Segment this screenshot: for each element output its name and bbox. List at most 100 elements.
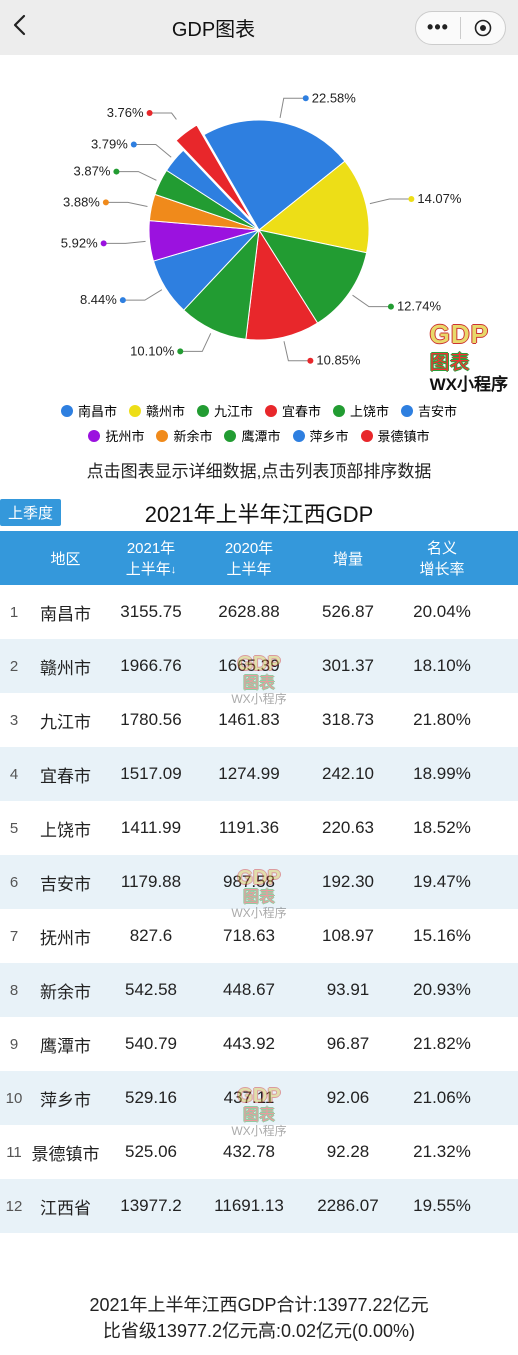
pie-legend: 南昌市赣州市 九江市 宜春市 上饶市吉安市抚州市 新余市鹰潭市 萍乡市 景德镇市: [5, 395, 513, 451]
cell-2020: 448.67: [199, 980, 299, 1000]
table-row[interactable]: 1南昌市3155.752628.88526.8720.04%: [0, 585, 518, 639]
cell-growth: 19.47%: [397, 872, 487, 892]
title-bar: GDP图表 •••: [0, 0, 518, 55]
cell-growth: 18.52%: [397, 818, 487, 838]
table-row[interactable]: 6吉安市1179.88987.58192.3019.47%: [0, 855, 518, 909]
legend-swatch: [361, 430, 373, 442]
cell-growth: 18.99%: [397, 764, 487, 784]
legend-item[interactable]: 九江市: [197, 401, 253, 420]
cell-region: 吉安市: [28, 870, 103, 895]
legend-label: 上饶市: [350, 401, 389, 420]
legend-swatch: [401, 405, 413, 417]
cell-2021: 529.16: [103, 1088, 199, 1108]
cell-region: 鹰潭市: [28, 1032, 103, 1057]
row-index: 7: [0, 928, 28, 945]
legend-item[interactable]: 赣州市: [129, 401, 185, 420]
cell-2021: 1517.09: [103, 764, 199, 784]
cell-2020: 432.78: [199, 1142, 299, 1162]
table-title: 2021年上半年江西GDP: [145, 497, 374, 529]
th-2020[interactable]: 2020年上半年: [199, 537, 299, 579]
cell-2021: 1179.88: [103, 872, 199, 892]
prev-quarter-button[interactable]: 上季度: [0, 499, 61, 526]
cell-region: 宜春市: [28, 762, 103, 787]
cell-growth: 20.93%: [397, 980, 487, 1000]
legend-item[interactable]: 宜春市: [265, 401, 321, 420]
cell-growth: 20.04%: [397, 602, 487, 622]
pie-label: 3.76%: [107, 105, 144, 120]
table-row[interactable]: 3九江市1780.561461.83318.7321.80%: [0, 693, 518, 747]
legend-swatch: [224, 430, 236, 442]
table-row[interactable]: 12江西省13977.211691.132286.0719.55%: [0, 1179, 518, 1233]
cell-delta: 2286.07: [299, 1196, 397, 1216]
row-index: 10: [0, 1090, 28, 1107]
legend-swatch: [129, 405, 141, 417]
cell-2020: 1665.39: [199, 656, 299, 676]
pie-label: 12.74%: [397, 299, 442, 314]
row-index: 9: [0, 1036, 28, 1053]
pie-label: 14.07%: [417, 191, 462, 206]
cell-delta: 526.87: [299, 602, 397, 622]
legend-item[interactable]: 上饶市: [333, 401, 389, 420]
pie-chart[interactable]: 22.58%14.07%12.74%10.85%10.10%8.44%5.92%…: [5, 65, 513, 395]
cell-region: 江西省: [28, 1194, 103, 1219]
row-index: 11: [0, 1144, 28, 1161]
cell-2020: 437.11: [199, 1088, 299, 1108]
legend-label: 新余市: [173, 426, 212, 445]
pie-label: 3.88%: [63, 194, 100, 209]
cell-2021: 1966.76: [103, 656, 199, 676]
cell-growth: 19.55%: [397, 1196, 487, 1216]
th-region[interactable]: 地区: [28, 548, 103, 569]
legend-label: 九江市: [214, 401, 253, 420]
pie-label: 10.10%: [130, 343, 175, 358]
cell-delta: 220.63: [299, 818, 397, 838]
table-row[interactable]: 5上饶市1411.991191.36220.6318.52%: [0, 801, 518, 855]
summary-footer: 2021年上半年江西GDP合计:13977.22亿元 比省级13977.2亿元高…: [0, 1283, 518, 1355]
pie-label: 22.58%: [312, 90, 357, 105]
legend-item[interactable]: 萍乡市: [293, 426, 349, 445]
row-index: 3: [0, 712, 28, 729]
legend-label: 景德镇市: [378, 426, 430, 445]
table-row[interactable]: 11景德镇市525.06432.7892.2821.32%: [0, 1125, 518, 1179]
cell-2020: 1274.99: [199, 764, 299, 784]
cell-delta: 93.91: [299, 980, 397, 1000]
legend-item[interactable]: 新余市: [156, 426, 212, 445]
legend-swatch: [265, 405, 277, 417]
table-row[interactable]: 2赣州市1966.761665.39301.3718.10%: [0, 639, 518, 693]
legend-item[interactable]: 南昌市: [61, 401, 117, 420]
cell-2021: 1411.99: [103, 818, 199, 838]
cell-2020: 443.92: [199, 1034, 299, 1054]
cell-growth: 18.10%: [397, 656, 487, 676]
cell-delta: 92.28: [299, 1142, 397, 1162]
cell-region: 抚州市: [28, 924, 103, 949]
table-row[interactable]: 9鹰潭市540.79443.9296.8721.82%: [0, 1017, 518, 1071]
legend-label: 抚州市: [105, 426, 144, 445]
table-row[interactable]: 8新余市542.58448.6793.9120.93%: [0, 963, 518, 1017]
cell-2020: 987.58: [199, 872, 299, 892]
cell-growth: 21.82%: [397, 1034, 487, 1054]
menu-icon[interactable]: •••: [416, 17, 460, 38]
th-2021[interactable]: 2021年上半年↓: [103, 537, 199, 579]
table-row[interactable]: 4宜春市1517.091274.99242.1018.99%: [0, 747, 518, 801]
th-growth[interactable]: 名义增长率: [397, 537, 487, 579]
cell-delta: 318.73: [299, 710, 397, 730]
cell-growth: 21.80%: [397, 710, 487, 730]
legend-label: 南昌市: [78, 401, 117, 420]
row-index: 8: [0, 982, 28, 999]
th-delta[interactable]: 增量: [299, 548, 397, 569]
table-row[interactable]: 7抚州市827.6718.63108.9715.16%: [0, 909, 518, 963]
legend-label: 宜春市: [282, 401, 321, 420]
table-body: 1南昌市3155.752628.88526.8720.04%2赣州市1966.7…: [0, 585, 518, 1233]
table-row[interactable]: 10萍乡市529.16437.1192.0621.06%: [0, 1071, 518, 1125]
legend-item[interactable]: 鹰潭市: [224, 426, 280, 445]
legend-label: 萍乡市: [310, 426, 349, 445]
legend-swatch: [156, 430, 168, 442]
legend-item[interactable]: 景德镇市: [361, 426, 430, 445]
cell-2020: 1461.83: [199, 710, 299, 730]
close-icon[interactable]: [461, 18, 505, 38]
table-header[interactable]: 地区 2021年上半年↓ 2020年上半年 增量 名义增长率: [0, 531, 518, 585]
legend-item[interactable]: 抚州市: [88, 426, 144, 445]
cell-2021: 3155.75: [103, 602, 199, 622]
cell-region: 南昌市: [28, 600, 103, 625]
row-index: 6: [0, 874, 28, 891]
legend-item[interactable]: 吉安市: [401, 401, 457, 420]
